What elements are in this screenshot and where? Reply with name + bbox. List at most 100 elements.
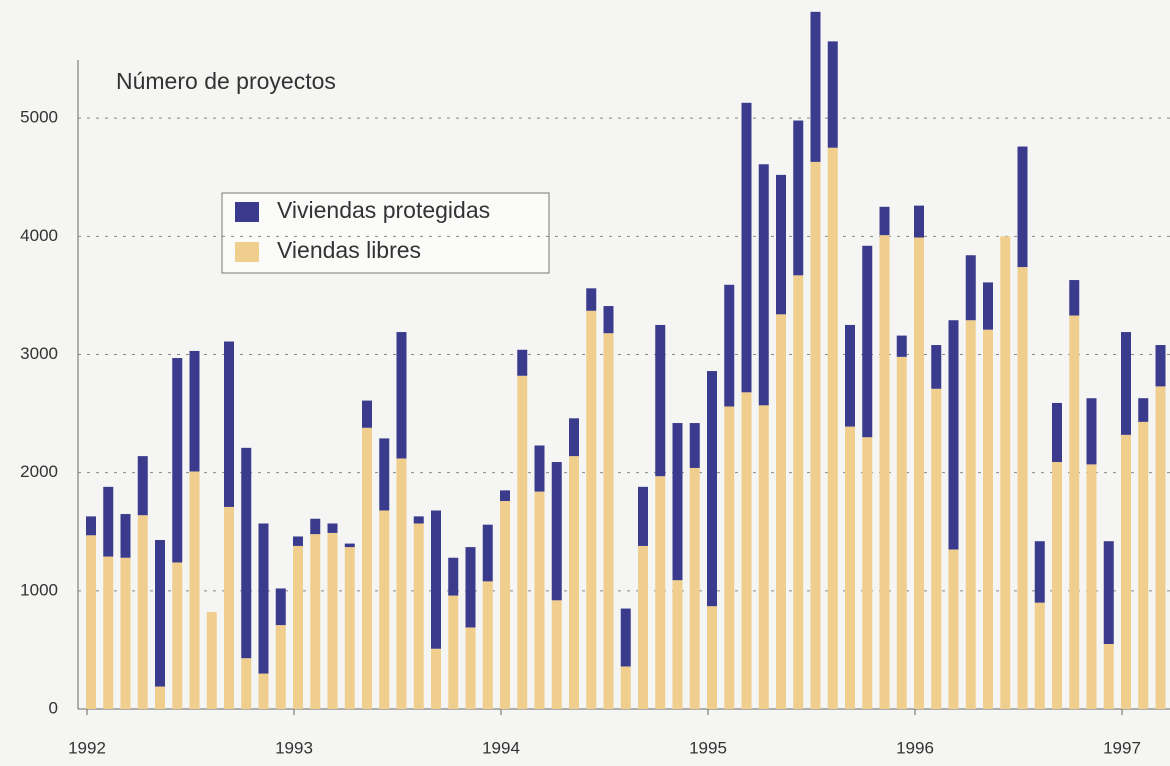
bar-segment [379,438,390,511]
bar-segment [103,486,114,557]
bar-segment [1052,402,1062,463]
bar-segment [137,456,148,516]
bar-segment [327,532,338,709]
bar-segment [862,245,873,438]
bar-segment [224,506,234,709]
bar-segment [827,41,838,148]
bar-segment [827,147,838,710]
bar-segment [655,476,666,709]
bar-segment [776,314,786,709]
bar-segment [1103,541,1114,645]
bar-segment [931,345,942,389]
legend-label: Viviendas protegidas [277,197,490,223]
bar-segment [965,320,976,709]
bar-segment [983,329,993,709]
bar-segment [810,11,821,162]
bar-segment [1017,267,1028,709]
bar-segment [1155,345,1166,387]
bar-segment [758,405,769,709]
bar-segment [534,491,545,709]
bar-segment [672,580,683,709]
bar-segment [465,547,476,628]
y-tick-label: 5000 [20,108,58,127]
bar-segment [86,535,96,709]
bar-segment [431,510,441,649]
bar-segment [327,523,338,533]
bar-segment [638,545,648,709]
bar-segment [586,288,597,311]
bar-segment [344,543,355,548]
bar-segment [172,358,183,563]
bar-segment [155,686,165,709]
bar-segment [1138,398,1149,422]
bar-segment [1103,644,1114,709]
bar-segment [620,608,631,667]
bar-segment [1121,434,1131,709]
bar-segment [672,423,683,581]
bar-segment [1069,315,1080,709]
legend-label: Viendas libres [277,237,421,263]
bar-segment [258,523,269,674]
bar-segment [603,333,614,709]
bar-segment [120,557,131,709]
bar-segment [879,235,890,709]
bar-segment [620,666,631,709]
bar-segment [569,456,579,709]
bar-segment [413,516,424,524]
bar-segment [500,501,510,709]
bar-segment [448,557,459,596]
bar-segment [1121,332,1131,435]
bar-segment [258,673,269,709]
bar-segment [379,510,390,709]
legend-swatch [235,202,259,222]
y-tick-label: 0 [49,698,58,717]
bar-segment [293,545,303,709]
bar-segment [120,514,131,558]
bar-segment [86,516,96,536]
bar-segment [965,255,976,321]
bar-segment [724,284,735,407]
bar-segment [551,462,562,601]
bar-segment [1069,280,1080,316]
bar-segment [948,549,959,709]
bar-segment [914,205,924,238]
bar-segment [310,518,321,535]
bar-segment [707,371,717,607]
bar-segment [845,324,855,427]
x-tick-label: 1996 [896,738,934,757]
bar-segment [948,320,959,550]
bar-segment [707,606,717,709]
bar-segment [448,595,459,709]
bar-segment [1034,602,1045,709]
bar-segment [155,540,165,687]
bar-segment [189,350,200,472]
bar-segment [465,627,476,709]
bar-segment [896,356,907,709]
x-tick-label: 1995 [689,738,727,757]
bar-segment [793,120,804,276]
bar-segment [983,282,993,330]
bar-segment [103,556,114,709]
legend-box [221,192,550,274]
bar-segment [586,310,597,709]
legend-swatch [235,242,259,262]
bar-segment [413,523,424,709]
bar-segment [776,174,786,315]
bar-segment [224,341,234,507]
bar-segment [396,458,407,709]
bar-segment [500,490,510,502]
bar-segment [689,423,700,468]
x-tick-label: 1993 [275,738,313,757]
bar-segment [1138,421,1149,709]
bar-segment [655,324,666,477]
x-tick-label: 1992 [68,738,106,757]
bar-segment [534,445,545,492]
bar-segment [724,406,735,709]
bar-segment [482,581,493,709]
bar-segment [362,400,372,428]
bar-segment [517,375,528,709]
bar-segment [310,534,321,709]
bar-segment [1000,236,1011,710]
bar-segment [517,349,528,376]
